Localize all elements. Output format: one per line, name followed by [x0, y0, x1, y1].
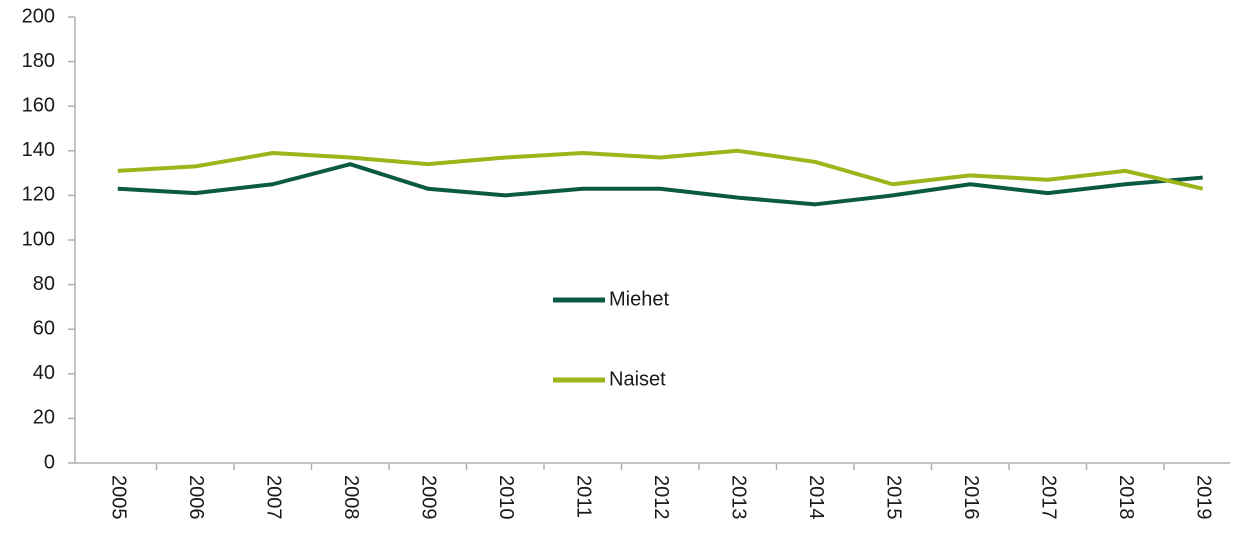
x-tick-label: 2012	[650, 475, 672, 520]
x-tick-label: 2016	[960, 475, 982, 520]
legend-label: Naiset	[609, 368, 666, 390]
x-tick-label: 2013	[727, 475, 749, 520]
y-tick-label: 100	[22, 228, 55, 250]
x-tick-label: 2018	[1115, 475, 1137, 520]
legend-label: Miehet	[609, 288, 669, 310]
x-tick-label: 2019	[1192, 475, 1214, 520]
y-tick-label: 20	[33, 407, 55, 429]
y-tick-label: 120	[22, 184, 55, 206]
y-tick-label: 200	[22, 5, 55, 27]
y-tick-label: 80	[33, 273, 55, 295]
x-tick-label: 2011	[572, 475, 594, 518]
y-tick-label: 60	[33, 317, 55, 339]
x-tick-label: 2005	[107, 475, 129, 520]
y-tick-label: 0	[44, 451, 55, 473]
x-tick-label: 2008	[340, 475, 362, 520]
y-tick-label: 140	[22, 139, 55, 161]
y-tick-label: 160	[22, 94, 55, 116]
series-line	[117, 148, 1204, 191]
y-tick-label: 40	[33, 362, 55, 384]
x-tick-label: 2017	[1037, 475, 1059, 520]
y-tick-label: 180	[22, 50, 55, 72]
x-tick-label: 2006	[185, 475, 207, 520]
x-tick-label: 2014	[805, 475, 827, 520]
x-tick-label: 2007	[262, 475, 284, 520]
x-tick-label: 2009	[417, 475, 439, 520]
series-line	[117, 162, 1203, 207]
x-tick-label: 2010	[495, 475, 517, 520]
x-tick-label: 2015	[882, 475, 904, 520]
